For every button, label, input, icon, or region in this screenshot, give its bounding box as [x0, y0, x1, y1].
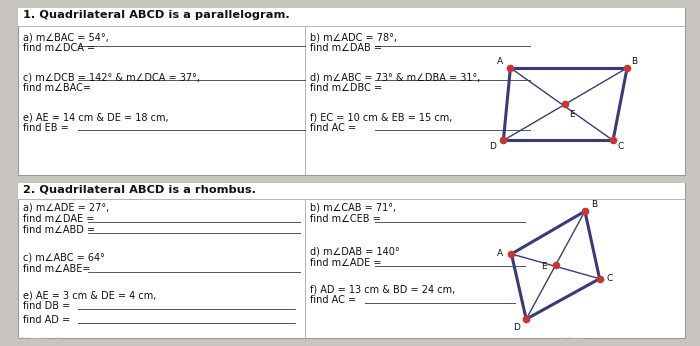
Text: find m∠ABE=: find m∠ABE= [23, 264, 131, 274]
Text: a) m∠ADE = 27°,: a) m∠ADE = 27°, [23, 203, 109, 213]
Text: find m∠ABD =: find m∠ABD = [23, 225, 139, 235]
Text: find AD =: find AD = [23, 315, 114, 325]
Text: find m∠DAE =: find m∠DAE = [23, 214, 138, 224]
Text: c) m∠DCB = 142° & m∠DCA = 37°,: c) m∠DCB = 142° & m∠DCA = 37°, [23, 72, 200, 82]
Text: c) m∠ABC = 64°: c) m∠ABC = 64° [23, 253, 105, 263]
Text: d) m∠DAB = 140°: d) m∠DAB = 140° [310, 247, 400, 257]
Text: C: C [607, 274, 613, 283]
Text: e) AE = 3 cm & DE = 4 cm,: e) AE = 3 cm & DE = 4 cm, [23, 290, 156, 300]
Text: find DB =: find DB = [23, 301, 114, 311]
Text: e) AE = 14 cm & DE = 18 cm,: e) AE = 14 cm & DE = 18 cm, [23, 112, 169, 122]
Text: B: B [591, 200, 597, 209]
Text: find m∠DBC =: find m∠DBC = [310, 83, 426, 93]
Text: f) AD = 13 cm & BD = 24 cm,: f) AD = 13 cm & BD = 24 cm, [310, 284, 455, 294]
Text: find m∠CEB =: find m∠CEB = [310, 214, 424, 224]
Text: E: E [570, 110, 575, 119]
Text: 2. Quadrilateral ABCD is a rhombus.: 2. Quadrilateral ABCD is a rhombus. [23, 185, 256, 195]
Bar [18, 183, 685, 199]
Text: b) m∠CAB = 71°,: b) m∠CAB = 71°, [310, 203, 396, 213]
Bar [18, 183, 685, 338]
Text: E: E [541, 262, 547, 271]
Bar [18, 8, 685, 26]
Text: A: A [496, 249, 503, 258]
Text: find AC =: find AC = [310, 295, 400, 305]
Text: a) m∠BAC = 54°,: a) m∠BAC = 54°, [23, 32, 108, 42]
Text: A: A [497, 57, 503, 66]
Text: C: C [617, 142, 624, 151]
Text: find m∠DCA =: find m∠DCA = [23, 43, 139, 53]
Text: find AC =: find AC = [310, 123, 400, 133]
Text: find m∠BAC=: find m∠BAC= [23, 83, 132, 93]
Text: B: B [631, 57, 638, 66]
Text: f) EC = 10 cm & EB = 15 cm,: f) EC = 10 cm & EB = 15 cm, [310, 112, 452, 122]
Text: find m∠DAB =: find m∠DAB = [310, 43, 426, 53]
Text: Ⅳ Focus: Ⅳ Focus [560, 337, 586, 342]
Bar [18, 8, 685, 175]
Text: b) m∠ADC = 78°,: b) m∠ADC = 78°, [310, 32, 397, 42]
Text: 1. Quadrilateral ABCD is a parallelogram.: 1. Quadrilateral ABCD is a parallelogram… [23, 10, 290, 20]
Text: D: D [513, 322, 520, 331]
Text: find m∠ADE =: find m∠ADE = [310, 258, 426, 268]
Text: find EB =: find EB = [23, 123, 113, 133]
Text: 1    274 words    D: 1 274 words D [4, 337, 61, 342]
Text: d) m∠ABC = 73° & m∠DBA = 31°,: d) m∠ABC = 73° & m∠DBA = 31°, [310, 72, 480, 82]
Text: D: D [489, 142, 496, 151]
